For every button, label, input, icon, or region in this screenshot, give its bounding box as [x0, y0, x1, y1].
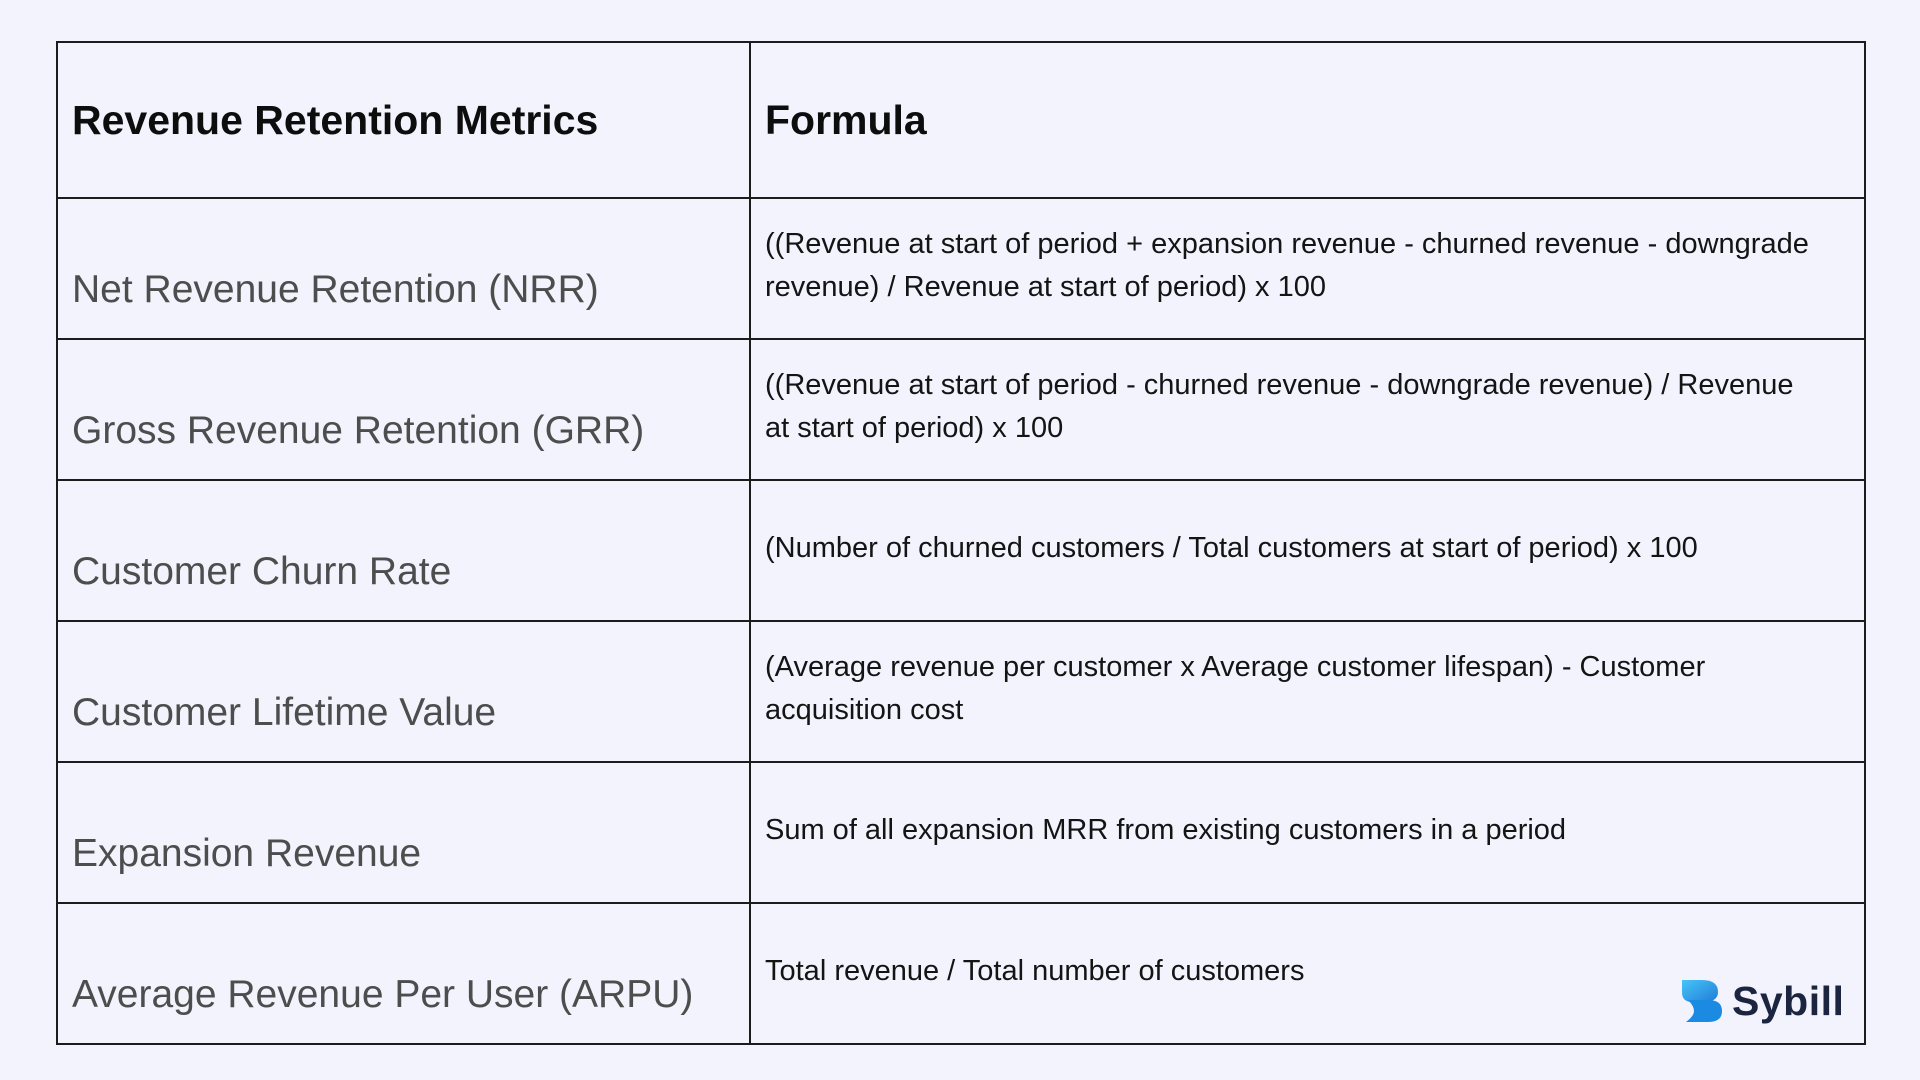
- metric-name-arpu: Average Revenue Per User (ARPU): [56, 902, 751, 1045]
- revenue-retention-metrics-table: Revenue Retention Metrics Formula Net Re…: [56, 41, 1866, 1045]
- sybill-logo-icon: [1682, 980, 1722, 1022]
- formula-churn-rate: (Number of churned customers / Total cus…: [749, 479, 1866, 622]
- table-header-row: Revenue Retention Metrics Formula: [56, 41, 1866, 199]
- metrics-column-header: Revenue Retention Metrics: [56, 41, 751, 199]
- table-row: Customer Lifetime Value (Average revenue…: [56, 620, 1866, 763]
- formula-column-header: Formula: [749, 41, 1866, 199]
- metric-name-nrr: Net Revenue Retention (NRR): [56, 197, 751, 340]
- table-row: Average Revenue Per User (ARPU) Total re…: [56, 902, 1866, 1045]
- metric-name-lifetime-value: Customer Lifetime Value: [56, 620, 751, 763]
- metric-name-expansion-revenue: Expansion Revenue: [56, 761, 751, 904]
- formula-expansion-revenue: Sum of all expansion MRR from existing c…: [749, 761, 1866, 904]
- metric-name-churn-rate: Customer Churn Rate: [56, 479, 751, 622]
- brand-name: Sybill: [1732, 977, 1845, 1024]
- table-row: Customer Churn Rate (Number of churned c…: [56, 479, 1866, 622]
- formula-lifetime-value: (Average revenue per customer x Average …: [749, 620, 1866, 763]
- table-row: Gross Revenue Retention (GRR) ((Revenue …: [56, 338, 1866, 481]
- formula-arpu: Total revenue / Total number of customer…: [749, 902, 1866, 1045]
- table-row: Expansion Revenue Sum of all expansion M…: [56, 761, 1866, 904]
- sybill-logo: Sybill: [1678, 976, 1844, 1026]
- metric-name-grr: Gross Revenue Retention (GRR): [56, 338, 751, 481]
- formula-nrr: ((Revenue at start of period + expansion…: [749, 197, 1866, 340]
- formula-grr: ((Revenue at start of period - churned r…: [749, 338, 1866, 481]
- table-row: Net Revenue Retention (NRR) ((Revenue at…: [56, 197, 1866, 340]
